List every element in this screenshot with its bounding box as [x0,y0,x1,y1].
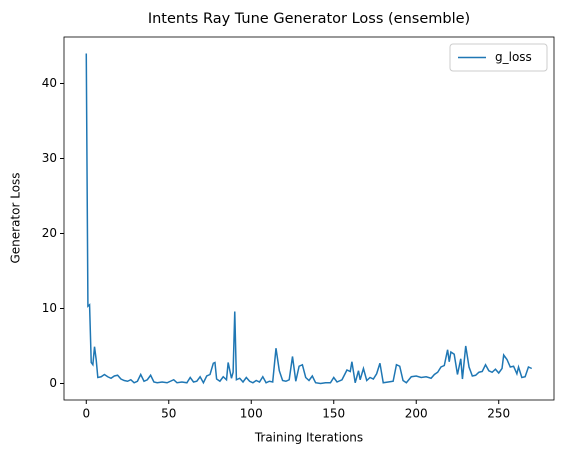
data-line [85,53,533,385]
x-tick-label: 100 [240,407,263,421]
x-tick-label: 0 [82,407,90,421]
legend-label: g_loss [495,50,532,64]
x-tick-label: 200 [405,407,428,421]
y-tick-label: 30 [42,151,57,165]
x-axis-label: Training Iterations [254,431,363,445]
plot-frame [63,36,555,401]
y-tick-label: 10 [42,301,57,315]
y-tick-label: 20 [42,226,57,240]
x-tick-label: 150 [322,407,345,421]
y-tick-label: 40 [42,76,57,90]
x-tick-label: 50 [161,407,176,421]
x-tick-label: 250 [487,407,510,421]
y-axis-label: Generator Loss [9,172,23,263]
legend-box [449,43,548,72]
y-tick-label: 0 [49,376,57,390]
chart-title: Intents Ray Tune Generator Loss (ensembl… [148,11,470,27]
